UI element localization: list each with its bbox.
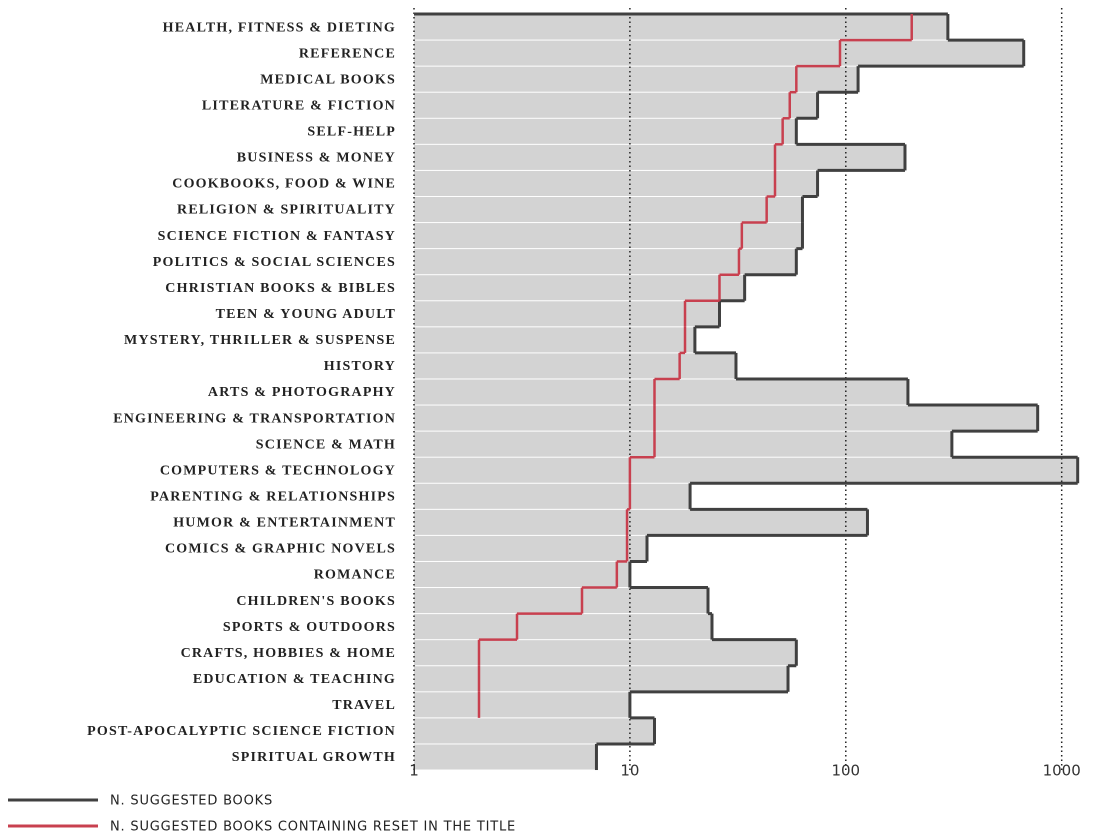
- category-label: HEALTH, FITNESS & DIETING: [163, 20, 396, 35]
- bar: [414, 40, 1024, 66]
- bar: [414, 666, 789, 692]
- bar: [414, 483, 691, 509]
- bar: [414, 275, 745, 301]
- category-label: MEDICAL BOOKS: [260, 72, 396, 87]
- category-label: CRAFTS, HOBBIES & HOME: [181, 646, 396, 661]
- bar: [414, 588, 708, 614]
- bar: [414, 535, 647, 561]
- legend-label: N. SUGGESTED BOOKS: [110, 794, 273, 809]
- bar: [414, 457, 1078, 483]
- bar: [414, 379, 908, 405]
- bar: [414, 327, 695, 353]
- category-label: PARENTING & RELATIONSHIPS: [150, 490, 396, 505]
- bar: [414, 14, 948, 40]
- x-tick-label: 10: [620, 762, 639, 780]
- bar: [414, 118, 797, 144]
- category-label: SCIENCE FICTION & FANTASY: [158, 229, 396, 244]
- legend-label: N. SUGGESTED BOOKS CONTAINING RESET IN T…: [110, 820, 516, 835]
- bar: [414, 223, 803, 249]
- category-label: BUSINESS & MONEY: [237, 151, 396, 166]
- bar: [414, 744, 597, 770]
- category-label: ENGINEERING & TRANSPORTATION: [113, 411, 396, 426]
- bar: [414, 144, 905, 170]
- category-label: HISTORY: [324, 359, 396, 374]
- bar: [414, 640, 797, 666]
- bar: [414, 249, 797, 275]
- category-label: CHRISTIAN BOOKS & BIBLES: [165, 281, 396, 296]
- category-label: SELF-HELP: [307, 125, 396, 140]
- bar: [414, 170, 818, 196]
- category-label: COOKBOOKS, FOOD & WINE: [172, 177, 396, 192]
- category-label: COMICS & GRAPHIC NOVELS: [165, 542, 396, 557]
- bar: [414, 561, 630, 588]
- category-label: MYSTERY, THRILLER & SUSPENSE: [124, 333, 396, 348]
- x-tick-label: 1000: [1043, 762, 1081, 780]
- category-label: ARTS & PHOTOGRAPHY: [208, 385, 396, 400]
- category-label: COMPUTERS & TECHNOLOGY: [160, 463, 396, 478]
- bar: [414, 196, 803, 223]
- bar: [414, 353, 736, 379]
- bar: [414, 405, 1038, 431]
- category-label: ROMANCE: [314, 568, 396, 583]
- category-label: REFERENCE: [299, 46, 396, 61]
- bar: [414, 509, 868, 535]
- bar: [414, 431, 952, 457]
- category-label: POST-APOCALYPTIC SCIENCE FICTION: [87, 724, 396, 739]
- category-label: SCIENCE & MATH: [256, 437, 396, 452]
- x-tick-label: 1: [409, 762, 419, 780]
- category-label: TRAVEL: [332, 698, 396, 713]
- x-tick-label: 100: [831, 762, 860, 780]
- category-label: HUMOR & ENTERTAINMENT: [173, 516, 396, 531]
- category-label: TEEN & YOUNG ADULT: [216, 307, 396, 322]
- bar: [414, 301, 720, 327]
- category-label: RELIGION & SPIRITUALITY: [177, 203, 396, 218]
- category-label: POLITICS & SOCIAL SCIENCES: [153, 255, 396, 270]
- bar: [414, 692, 630, 718]
- category-label: LITERATURE & FICTION: [202, 98, 396, 113]
- bar: [414, 66, 859, 92]
- category-label: EDUCATION & TEACHING: [193, 672, 396, 687]
- bar: [414, 92, 818, 118]
- bar: [414, 614, 712, 640]
- category-label: CHILDREN'S BOOKS: [236, 594, 396, 609]
- bar: [414, 718, 655, 744]
- category-label: SPIRITUAL GROWTH: [232, 750, 396, 765]
- category-label: SPORTS & OUTDOORS: [223, 620, 396, 635]
